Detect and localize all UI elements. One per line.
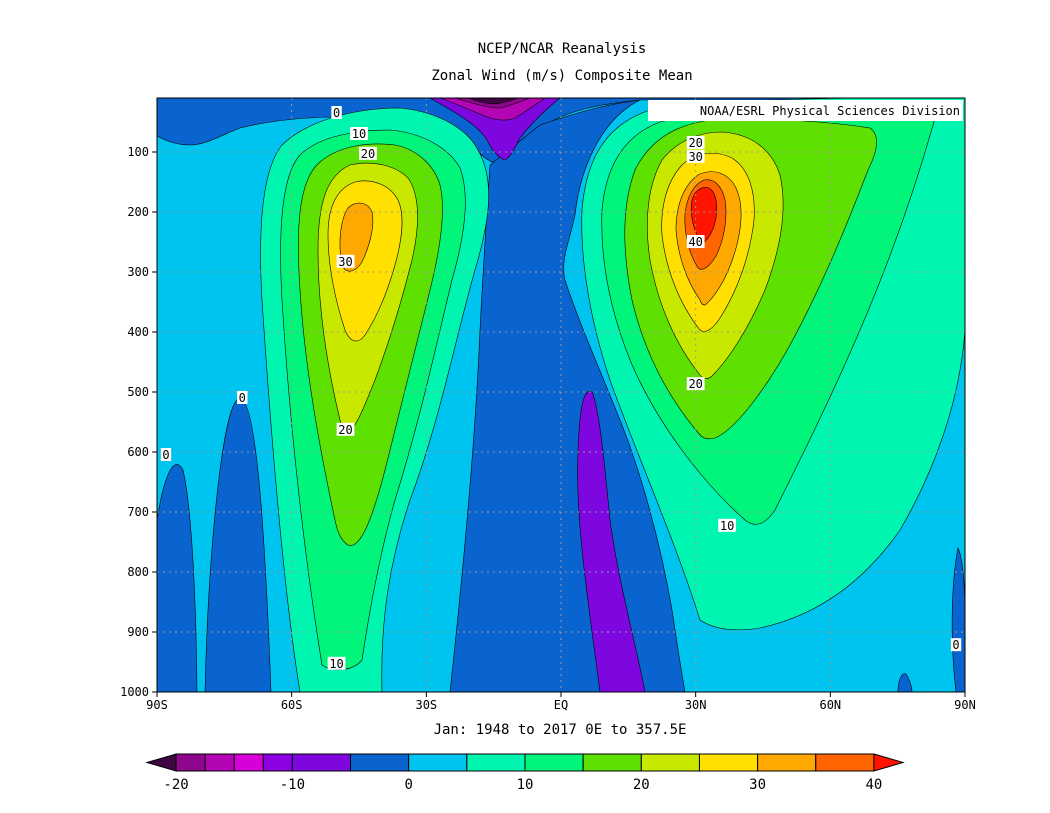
y-tick-label-8: 900 — [127, 625, 149, 639]
region-negative-upper-10 — [429, 98, 561, 161]
x-tick-label-2: 30S — [415, 698, 437, 712]
plot-area — [157, 98, 965, 692]
x-tick-label-1: 60S — [281, 698, 303, 712]
colorbar-label-3: 10 — [517, 777, 534, 793]
region-negative-equatorial — [449, 99, 686, 692]
contour-label-bg-13 — [950, 638, 962, 652]
x-axis: 90S 60S 30S EQ 30N 60N 90N — [146, 692, 976, 712]
colorbar-label-5: 30 — [749, 777, 766, 793]
colorbar-bin-5 — [291, 753, 352, 772]
y-tick-label-2: 300 — [127, 265, 149, 279]
region-negative-equatorial-low — [577, 391, 646, 692]
y-tick-label-7: 800 — [127, 565, 149, 579]
contour-label-bg-12 — [718, 518, 736, 532]
colorbar-bin-12 — [698, 753, 759, 772]
contour-label-bg-11 — [686, 377, 705, 391]
y-axis: 100 200 300 400 500 600 700 800 900 1000 — [120, 145, 157, 699]
colorbar-bin-8 — [466, 753, 526, 772]
contour-label-11: 20 — [688, 377, 702, 391]
contour-label-bg-2 — [359, 146, 377, 160]
contour-label-10: 40 — [688, 235, 702, 249]
contour-label-3: 30 — [338, 255, 352, 269]
y-tick-label-9: 1000 — [120, 685, 149, 699]
contour-label-bg-6 — [237, 391, 248, 404]
colorbar: -20 -10 0 10 20 30 40 — [145, 753, 905, 793]
colorbar-label-0: -20 — [163, 777, 188, 793]
contour-label-5: 10 — [329, 657, 343, 671]
colorbar-label-2: 0 — [404, 777, 412, 793]
time-range-caption: Jan: 1948 to 2017 0E to 357.5E — [434, 722, 687, 738]
contour-label-2: 20 — [361, 147, 375, 161]
colorbar-bin-14 — [815, 753, 875, 772]
contour-label-7: 0 — [162, 448, 169, 462]
region-negative-upper-20 — [467, 98, 519, 105]
y-tick-label-5: 600 — [127, 445, 149, 459]
colorbar-bin-1 — [175, 753, 206, 772]
contour-label-8: 20 — [688, 136, 702, 150]
credit-text: NOAA/ESRL Physical Sciences Division — [700, 104, 960, 118]
contour-label-bg-3 — [336, 254, 355, 268]
region-negative-upper-125 — [439, 98, 546, 121]
colorbar-bin-3 — [233, 753, 264, 772]
contour-label-1: 10 — [352, 127, 366, 141]
colorbar-label-1: -10 — [280, 777, 305, 793]
credit-box — [648, 100, 963, 121]
contour-label-bg-0 — [331, 106, 342, 119]
y-tick-label-1: 200 — [127, 205, 149, 219]
colorbar-bin-7 — [408, 753, 468, 772]
contour-label-13: 0 — [952, 638, 959, 652]
colorbar-arrow-right — [873, 753, 905, 772]
gridlines — [157, 98, 965, 692]
y-tick-label-0: 100 — [127, 145, 149, 159]
region-negative-tongue-1 — [157, 464, 198, 692]
y-tick-label-3: 400 — [127, 325, 149, 339]
contour-label-12: 10 — [720, 519, 734, 533]
colorbar-bin-4 — [262, 753, 293, 772]
colorbar-bin-11 — [640, 753, 700, 772]
contour-label-bg-4 — [336, 422, 355, 436]
chart-subtitle: Zonal Wind (m/s) Composite Mean — [431, 68, 692, 84]
colorbar-bin-2 — [204, 753, 235, 772]
colorbar-bin-10 — [582, 753, 642, 772]
colorbar-label-4: 20 — [633, 777, 650, 793]
x-tick-label-3: EQ — [554, 698, 568, 712]
contour-label-bg-8 — [686, 136, 705, 149]
y-tick-label-4: 500 — [127, 385, 149, 399]
chart-title: NCEP/NCAR Reanalysis — [478, 41, 647, 57]
contour-label-6: 0 — [239, 391, 246, 405]
x-tick-label-6: 90N — [954, 698, 976, 712]
colorbar-arrow-left — [145, 753, 177, 772]
x-tick-label-0: 90S — [146, 698, 168, 712]
x-tick-label-5: 60N — [819, 698, 841, 712]
colorbar-label-6: 40 — [865, 777, 882, 793]
colorbar-bin-9 — [524, 753, 584, 772]
contour-label-bg-5 — [327, 656, 346, 670]
colorbar-bin-13 — [757, 753, 817, 772]
contour-label-bg-1 — [350, 127, 368, 140]
contour-label-bg-7 — [160, 448, 172, 461]
region-negative-north-corner — [897, 673, 913, 692]
colorbar-bin-6 — [350, 753, 410, 772]
contour-label-9: 30 — [688, 150, 702, 164]
region-sh-30 — [339, 202, 374, 272]
contour-label-0: 0 — [333, 106, 340, 120]
x-tick-label-4: 30N — [685, 698, 707, 712]
contour-label-bg-10 — [686, 235, 705, 248]
y-tick-label-6: 700 — [127, 505, 149, 519]
contour-label-4: 20 — [338, 423, 352, 437]
contour-label-bg-9 — [686, 149, 705, 163]
